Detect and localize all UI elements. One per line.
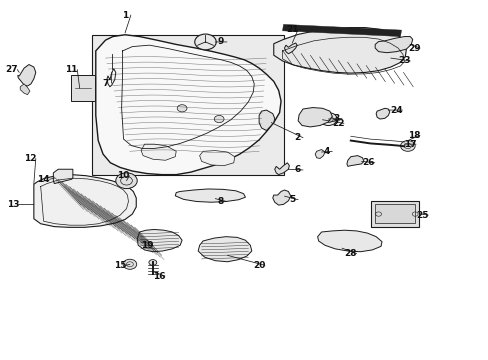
Text: 1: 1	[122, 10, 128, 19]
Circle shape	[116, 173, 137, 189]
Text: 11: 11	[65, 65, 78, 74]
Circle shape	[194, 34, 216, 50]
Text: 28: 28	[344, 249, 356, 258]
Polygon shape	[375, 108, 389, 119]
Text: 14: 14	[37, 175, 50, 184]
Text: 21: 21	[285, 25, 298, 34]
Polygon shape	[53, 169, 73, 184]
Text: 2: 2	[293, 133, 300, 142]
Circle shape	[400, 140, 414, 151]
Text: 13: 13	[7, 200, 19, 209]
Polygon shape	[141, 144, 176, 160]
Text: 19: 19	[141, 241, 153, 250]
Polygon shape	[137, 229, 182, 252]
Polygon shape	[282, 24, 401, 37]
Circle shape	[177, 105, 186, 112]
Polygon shape	[92, 35, 283, 175]
Polygon shape	[274, 163, 289, 175]
Text: 10: 10	[117, 171, 129, 180]
Polygon shape	[284, 43, 297, 54]
Polygon shape	[199, 150, 234, 166]
Text: 18: 18	[407, 131, 420, 140]
Text: 26: 26	[362, 158, 374, 167]
Polygon shape	[317, 230, 381, 252]
Text: 25: 25	[415, 211, 428, 220]
Polygon shape	[96, 35, 281, 175]
Text: 23: 23	[397, 57, 410, 66]
Text: 24: 24	[389, 105, 402, 114]
Polygon shape	[198, 237, 251, 262]
Text: 4: 4	[323, 147, 329, 156]
Text: 16: 16	[153, 271, 165, 280]
Circle shape	[214, 116, 224, 123]
Text: 9: 9	[218, 37, 224, 46]
Polygon shape	[18, 64, 36, 86]
Polygon shape	[315, 149, 325, 158]
FancyBboxPatch shape	[71, 75, 95, 101]
Polygon shape	[175, 189, 245, 202]
Polygon shape	[374, 37, 412, 53]
Polygon shape	[346, 156, 363, 166]
FancyBboxPatch shape	[374, 204, 414, 223]
Text: 29: 29	[407, 44, 420, 53]
Text: 27: 27	[5, 65, 18, 74]
Text: 6: 6	[293, 166, 300, 175]
FancyBboxPatch shape	[370, 201, 418, 226]
Text: 20: 20	[252, 261, 265, 270]
Polygon shape	[298, 108, 331, 127]
Text: 15: 15	[114, 261, 126, 270]
Text: 8: 8	[218, 197, 224, 206]
Circle shape	[123, 259, 137, 269]
Circle shape	[319, 113, 336, 126]
Polygon shape	[259, 110, 274, 131]
Text: 22: 22	[331, 119, 344, 128]
Text: 5: 5	[288, 195, 295, 204]
Polygon shape	[273, 28, 406, 73]
Text: 12: 12	[23, 154, 36, 163]
Polygon shape	[20, 84, 30, 95]
Text: 7: 7	[102, 79, 108, 88]
Text: 17: 17	[403, 140, 416, 149]
Polygon shape	[272, 190, 290, 205]
Circle shape	[149, 260, 157, 265]
Text: 3: 3	[332, 114, 339, 123]
Polygon shape	[34, 175, 136, 227]
